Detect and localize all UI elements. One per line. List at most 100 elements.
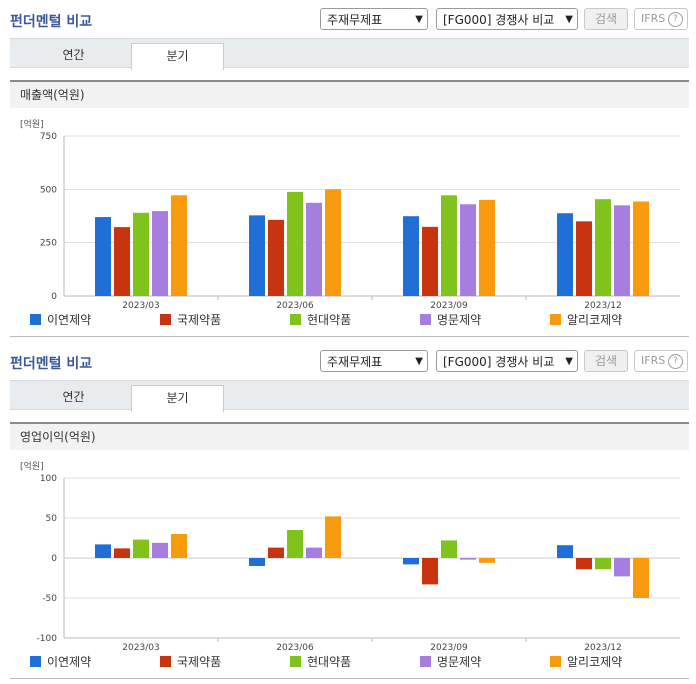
section-title: 영업이익(억원) <box>10 422 689 450</box>
bar <box>595 199 611 296</box>
bar <box>306 202 322 296</box>
bar <box>249 558 265 566</box>
legend-swatch <box>160 314 171 325</box>
legend-item[interactable]: 이연제약 <box>30 312 91 328</box>
tab-annual[interactable]: 연간 <box>62 48 85 62</box>
legend-swatch <box>420 656 431 667</box>
bar <box>576 221 592 296</box>
bar <box>633 558 649 598</box>
period-tabs: 연간 분기 <box>10 380 689 412</box>
legend-item[interactable]: 알리코제약 <box>550 654 622 670</box>
bar <box>422 226 438 296</box>
legend-label: 알리코제약 <box>567 313 623 327</box>
bar <box>171 195 187 296</box>
y-tick-label: 50 <box>46 514 58 524</box>
statement-select-value: 주재무제표 <box>327 13 383 27</box>
question-icon[interactable]: ? <box>668 354 683 369</box>
fundamental-panel-operating-profit: 펀더멘털 비교 주재무제표 ▼ [FG000] 경쟁사 비교 ▼ 검색 IFRS… <box>0 342 696 684</box>
bar <box>441 540 457 558</box>
ifrs-button[interactable]: IFRS ? <box>634 8 688 30</box>
tab-quarterly[interactable]: 분기 <box>131 385 224 412</box>
compare-select-value: [FG000] 경쟁사 비교 <box>443 355 555 369</box>
bar <box>614 558 630 577</box>
legend-swatch <box>30 314 41 325</box>
bar <box>325 516 341 558</box>
search-button[interactable]: 검색 <box>584 350 628 372</box>
legend-label: 현대약품 <box>307 655 352 669</box>
bar <box>287 191 303 296</box>
bar <box>268 547 284 558</box>
panel-title: 펀더멘털 비교 <box>10 356 93 372</box>
legend-swatch <box>420 314 431 325</box>
tab-quarterly[interactable]: 분기 <box>131 43 224 70</box>
bar <box>479 558 495 563</box>
x-tick-label: 2023/12 <box>584 301 621 311</box>
bar <box>595 558 611 570</box>
bar <box>633 201 649 296</box>
bar <box>268 219 284 296</box>
legend-label: 명문제약 <box>437 313 482 327</box>
legend-label: 국제약품 <box>177 655 222 669</box>
bar <box>325 189 341 296</box>
bar <box>557 545 573 558</box>
x-tick-label: 2023/03 <box>122 643 159 653</box>
bar <box>133 539 149 558</box>
compare-select[interactable]: [FG000] 경쟁사 비교 ▼ <box>436 350 578 372</box>
legend-label: 국제약품 <box>177 313 222 327</box>
x-tick-label: 2023/06 <box>276 301 314 311</box>
statement-select[interactable]: 주재무제표 ▼ <box>320 8 428 30</box>
chevron-down-icon: ▼ <box>565 14 573 25</box>
legend-item[interactable]: 명문제약 <box>420 654 481 670</box>
bar <box>152 542 168 558</box>
legend-swatch <box>290 656 301 667</box>
search-button[interactable]: 검색 <box>584 8 628 30</box>
y-tick-label: -100 <box>37 634 58 644</box>
legend-label: 현대약품 <box>307 313 352 327</box>
legend-item[interactable]: 현대약품 <box>290 312 351 328</box>
y-tick-label: 750 <box>40 132 57 142</box>
statement-select[interactable]: 주재무제표 ▼ <box>320 350 428 372</box>
x-tick-label: 2023/12 <box>584 643 621 653</box>
legend-item[interactable]: 국제약품 <box>160 312 221 328</box>
bar <box>249 215 265 296</box>
bar <box>479 199 495 296</box>
bar <box>171 534 187 558</box>
legend-swatch <box>550 314 561 325</box>
y-tick-label: 100 <box>40 474 57 484</box>
divider <box>10 678 689 679</box>
x-tick-label: 2023/03 <box>122 301 159 311</box>
panel-title: 펀더멘털 비교 <box>10 14 93 30</box>
operating-profit-chart: -100 -50 0 50 100 2023/03 2023/06 2023/09 2023/1… <box>37 474 680 653</box>
y-tick-label: 0 <box>51 554 57 564</box>
bar <box>114 548 130 558</box>
chevron-down-icon: ▼ <box>415 356 423 367</box>
legend-item[interactable]: 국제약품 <box>160 654 221 670</box>
legend-label: 이연제약 <box>47 655 92 669</box>
legend-label: 명문제약 <box>437 655 482 669</box>
y-tick-label: 0 <box>51 292 57 302</box>
tab-annual[interactable]: 연간 <box>62 390 85 404</box>
bar <box>422 558 438 585</box>
statement-select-value: 주재무제표 <box>327 355 383 369</box>
bar <box>306 547 322 558</box>
chevron-down-icon: ▼ <box>415 14 423 25</box>
chevron-down-icon: ▼ <box>565 356 573 367</box>
compare-select[interactable]: [FG000] 경쟁사 비교 ▼ <box>436 8 578 30</box>
legend-item[interactable]: 명문제약 <box>420 312 481 328</box>
x-tick-label: 2023/09 <box>430 301 468 311</box>
legend-item[interactable]: 현대약품 <box>290 654 351 670</box>
y-tick-label: -50 <box>42 594 57 604</box>
ifrs-button[interactable]: IFRS ? <box>634 350 688 372</box>
x-tick-label: 2023/09 <box>430 643 468 653</box>
legend-swatch <box>30 656 41 667</box>
question-icon[interactable]: ? <box>668 12 683 27</box>
bar <box>614 205 630 296</box>
period-tabs: 연간 분기 <box>10 38 689 70</box>
bar <box>557 213 573 296</box>
bar <box>441 195 457 296</box>
bar <box>152 211 168 296</box>
bar <box>403 216 419 296</box>
legend-item[interactable]: 알리코제약 <box>550 312 622 328</box>
divider <box>10 336 689 337</box>
legend-item[interactable]: 이연제약 <box>30 654 91 670</box>
